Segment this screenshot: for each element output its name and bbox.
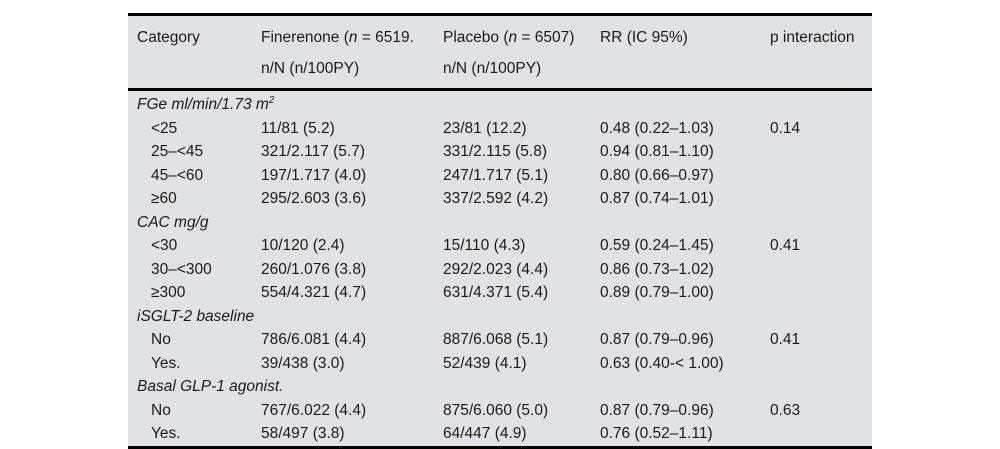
rr-cell: 0.94 (0.81–1.10) <box>600 143 714 160</box>
table-row: ≥60 295/2.603 (3.6) 337/2.592 (4.2) 0.87… <box>128 187 872 211</box>
placebo-cell: 292/2.023 (4.4) <box>443 260 549 278</box>
table-row: <25 11/81 (5.2) 23/81 (12.2) 0.48 (0.22–… <box>128 117 872 141</box>
placebo-cell: 64/447 (4.9) <box>443 425 527 442</box>
finerenone-cell: 11/81 (5.2) <box>261 119 335 137</box>
p-interaction-cell <box>770 281 872 305</box>
header-placebo-line1: Placebo (n = 6507) <box>443 29 575 46</box>
italic-n: n <box>348 29 358 46</box>
section-title: FGe ml/min/1.73 m2 <box>137 94 275 113</box>
section-header-isglt2: iSGLT-2 baseline <box>128 305 872 329</box>
superscript-2: 2 <box>268 94 275 106</box>
rr-cell: 0.48 (0.22–1.03) <box>600 119 714 137</box>
finerenone-cell: 197/1.717 (4.0) <box>261 166 367 184</box>
table-row: 45–<60 197/1.717 (4.0) 247/1.717 (5.1) 0… <box>128 164 872 188</box>
section-header-cac: CAC mg/g <box>128 211 872 235</box>
table-row: 30–<300 260/1.076 (3.8) 292/2.023 (4.4) … <box>128 258 872 282</box>
placebo-cell: 247/1.717 (5.1) <box>443 166 549 184</box>
category-cell: <30 <box>151 237 178 254</box>
finerenone-cell: 58/497 (3.8) <box>261 425 345 442</box>
finerenone-cell: 260/1.076 (3.8) <box>261 260 367 278</box>
rr-cell: 0.87 (0.74–1.01) <box>600 190 714 207</box>
table-row: No 767/6.022 (4.4) 875/6.060 (5.0) 0.87 … <box>128 399 872 423</box>
category-cell: ≥300 <box>151 284 186 301</box>
p-interaction-cell <box>770 187 872 211</box>
category-cell: 30–<300 <box>151 260 212 278</box>
category-cell: ≥60 <box>151 190 177 207</box>
header-row: Category Finerenone (n = 6519. n/N (n/10… <box>128 16 872 91</box>
rr-cell: 0.76 (0.52–1.11) <box>600 425 713 442</box>
placebo-cell: 887/6.068 (5.1) <box>443 331 549 348</box>
rr-cell: 0.80 (0.66–0.97) <box>600 166 714 184</box>
finerenone-cell: 39/438 (3.0) <box>261 354 345 372</box>
table-row: Yes. 58/497 (3.8) 64/447 (4.9) 0.76 (0.5… <box>128 422 872 446</box>
finerenone-cell: 10/120 (2.4) <box>261 237 345 254</box>
category-cell: <25 <box>151 119 178 137</box>
header-finerenone-line2: n/N (n/100PY) <box>261 60 360 77</box>
category-cell: No <box>151 401 171 419</box>
finerenone-cell: 321/2.117 (5.7) <box>261 143 365 160</box>
header-category: Category <box>128 16 261 91</box>
table-row: 25–<45 321/2.117 (5.7) 331/2.115 (5.8) 0… <box>128 140 872 164</box>
rr-cell: 0.59 (0.24–1.45) <box>600 237 714 254</box>
category-cell: Yes. <box>151 425 181 442</box>
section-header-glp1: Basal GLP-1 agonist. <box>128 375 872 399</box>
header-placebo-line2: n/N (n/100PY) <box>443 60 542 77</box>
table-row: Yes. 39/438 (3.0) 52/439 (4.1) 0.63 (0.4… <box>128 352 872 376</box>
finerenone-cell: 295/2.603 (3.6) <box>261 190 367 207</box>
p-interaction-cell <box>770 258 872 282</box>
section-header-fge: FGe ml/min/1.73 m2 <box>128 90 872 117</box>
subgroup-analysis-table: Category Finerenone (n = 6519. n/N (n/10… <box>128 13 872 449</box>
finerenone-cell: 786/6.081 (4.4) <box>261 331 367 348</box>
placebo-cell: 23/81 (12.2) <box>443 119 527 137</box>
header-p-interaction: p interaction <box>770 16 872 91</box>
p-interaction-cell <box>770 140 872 164</box>
header-rr: RR (IC 95%) <box>600 16 770 91</box>
rr-cell: 0.89 (0.79–1.00) <box>600 284 714 301</box>
category-cell: No <box>151 331 171 348</box>
finerenone-cell: 554/4.321 (4.7) <box>261 284 367 301</box>
table-row: No 786/6.081 (4.4) 887/6.068 (5.1) 0.87 … <box>128 328 872 352</box>
results-table: Category Finerenone (n = 6519. n/N (n/10… <box>128 16 872 446</box>
placebo-cell: 52/439 (4.1) <box>443 354 527 372</box>
placebo-cell: 631/4.371 (5.4) <box>443 284 549 301</box>
p-interaction-cell: 0.14 <box>770 119 801 137</box>
p-interaction-cell: 0.41 <box>770 237 801 254</box>
placebo-cell: 331/2.115 (5.8) <box>443 143 547 160</box>
category-cell: Yes. <box>151 354 181 372</box>
header-finerenone-line1: Finerenone (n = 6519. <box>261 29 414 46</box>
category-cell: 45–<60 <box>151 166 204 184</box>
placebo-cell: 875/6.060 (5.0) <box>443 401 549 419</box>
header-finerenone: Finerenone (n = 6519. n/N (n/100PY) <box>261 16 443 91</box>
header-rr-label: RR (IC 95%) <box>600 29 688 46</box>
section-title: iSGLT-2 baseline <box>137 307 255 325</box>
rr-cell: 0.86 (0.73–1.02) <box>600 260 714 278</box>
header-placebo: Placebo (n = 6507) n/N (n/100PY) <box>443 16 600 91</box>
header-p-interaction-label: p interaction <box>770 29 855 46</box>
section-title: CAC mg/g <box>137 213 209 231</box>
p-interaction-cell <box>770 422 872 446</box>
p-interaction-cell: 0.63 <box>770 401 801 419</box>
table-header: Category Finerenone (n = 6519. n/N (n/10… <box>128 16 872 91</box>
rr-cell: 0.63 (0.40-< 1.00) <box>600 354 724 372</box>
placebo-cell: 15/110 (4.3) <box>443 237 526 254</box>
rr-cell: 0.87 (0.79–0.96) <box>600 331 714 348</box>
p-interaction-cell <box>770 352 872 376</box>
table-row: <30 10/120 (2.4) 15/110 (4.3) 0.59 (0.24… <box>128 234 872 258</box>
rr-cell: 0.87 (0.79–0.96) <box>600 401 714 419</box>
table-body: FGe ml/min/1.73 m2 <25 11/81 (5.2) 23/81… <box>128 90 872 446</box>
p-interaction-cell <box>770 164 872 188</box>
finerenone-cell: 767/6.022 (4.4) <box>261 401 367 419</box>
header-category-label: Category <box>137 29 200 46</box>
placebo-cell: 337/2.592 (4.2) <box>443 190 549 207</box>
italic-n: n <box>508 29 518 46</box>
table-row: ≥300 554/4.321 (4.7) 631/4.371 (5.4) 0.8… <box>128 281 872 305</box>
p-interaction-cell: 0.41 <box>770 331 801 348</box>
category-cell: 25–<45 <box>151 143 204 160</box>
section-title: Basal GLP-1 agonist. <box>137 378 284 395</box>
